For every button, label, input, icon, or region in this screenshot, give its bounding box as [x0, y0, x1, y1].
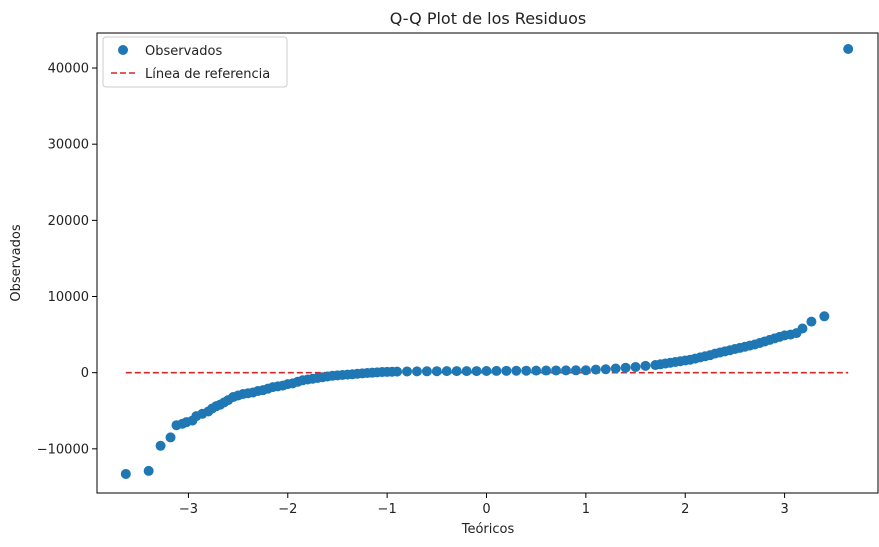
data-point [501, 365, 512, 376]
data-point [843, 43, 854, 54]
data-point [541, 365, 552, 376]
data-point [461, 366, 472, 377]
data-point [411, 366, 422, 377]
data-point [441, 366, 452, 377]
y-tick-label: 10000 [48, 290, 89, 305]
x-axis: −3 −2 −1 0 1 2 3 [179, 493, 789, 517]
data-point [630, 361, 641, 372]
data-point [531, 365, 542, 376]
x-tick-label: 3 [780, 502, 788, 517]
data-point [580, 365, 591, 376]
x-tick-label: 1 [582, 502, 590, 517]
plot-area [96, 32, 879, 494]
data-point [421, 366, 432, 377]
data-point [600, 364, 611, 375]
y-tick-label: 20000 [48, 214, 89, 229]
legend-marker-observados [118, 45, 128, 55]
data-point [431, 366, 442, 377]
data-point [155, 440, 166, 451]
data-point [521, 365, 532, 376]
data-point [797, 323, 808, 334]
data-point [570, 365, 581, 376]
data-point [165, 432, 176, 443]
x-tick-label: 0 [482, 502, 490, 517]
data-point [610, 363, 621, 374]
x-tick-label: −2 [278, 502, 297, 517]
y-tick-label: 40000 [48, 62, 89, 77]
y-axis: −10000 0 10000 20000 30000 40000 [37, 62, 97, 457]
data-point [402, 366, 413, 377]
legend-box [102, 36, 288, 88]
y-tick-label: 30000 [48, 138, 89, 153]
x-tick-label: 2 [681, 502, 689, 517]
data-point [491, 365, 502, 376]
y-tick-label: 0 [81, 366, 89, 381]
data-point [551, 365, 562, 376]
data-point [451, 366, 462, 377]
data-point [620, 362, 631, 373]
data-point [143, 465, 154, 476]
legend-label-observados: Observados [145, 44, 222, 59]
x-axis-label: Teóricos [461, 522, 515, 537]
plot-frame [96, 32, 879, 494]
data-point [806, 316, 817, 327]
y-axis-label: Observados [9, 224, 24, 301]
legend: Observados Línea de referencia [102, 36, 288, 88]
data-point [819, 311, 830, 322]
data-point [392, 366, 403, 377]
data-point [560, 365, 571, 376]
y-tick-label: −10000 [37, 442, 89, 457]
legend-label-referencia: Línea de referencia [145, 67, 270, 82]
data-point [640, 360, 651, 371]
chart-title: Q-Q Plot de los Residuos [390, 9, 587, 28]
data-point [481, 365, 492, 376]
x-tick-label: −1 [378, 502, 397, 517]
x-tick-label: −3 [179, 502, 198, 517]
data-point [120, 468, 131, 479]
points-layer [120, 43, 854, 479]
data-point [471, 366, 482, 377]
data-point [590, 364, 601, 375]
data-point [511, 365, 522, 376]
